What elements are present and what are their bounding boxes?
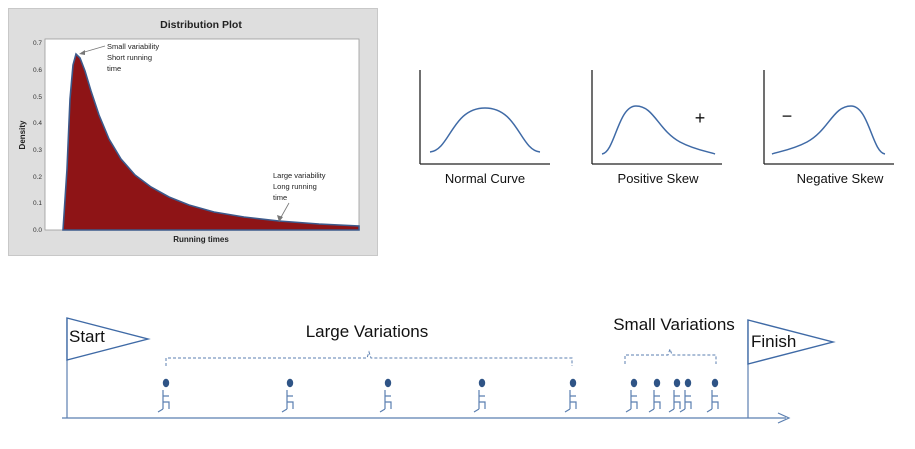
annotation-small-line2: Short running	[107, 53, 152, 62]
small-variations-label: Small Variations	[613, 315, 735, 334]
finish-flag: Finish	[747, 319, 836, 418]
annotation-small-line3: time	[107, 64, 121, 73]
plot-title: Distribution Plot	[160, 19, 242, 31]
y-tick-label: 0.7	[33, 40, 42, 47]
y-tick-label: 0.6	[33, 67, 42, 74]
y-tick-label: 0.5	[33, 94, 42, 101]
y-tick-label: 0.0	[33, 227, 42, 234]
runner-icon	[157, 378, 170, 413]
large-variations-brace: Large Variations	[165, 322, 573, 366]
finish-label: Finish	[751, 332, 796, 351]
negative-skew-chart: − Negative Skew	[763, 70, 894, 186]
y-tick-label: 0.4	[33, 120, 42, 127]
y-tick-label: 0.1	[33, 200, 42, 207]
runner-icon	[379, 378, 392, 413]
runner-icon	[648, 378, 661, 413]
runner-icon	[668, 378, 681, 413]
annotation-large-line2: Long running	[273, 182, 317, 191]
positive-skew-chart: + Positive Skew	[591, 70, 722, 186]
small-variations-brace: Small Variations	[613, 315, 735, 364]
distribution-plot-panel: Distribution Plot Density Running times …	[8, 8, 378, 256]
arrow-head-icon	[79, 50, 85, 55]
large-variations-label: Large Variations	[306, 322, 429, 341]
runner-icon	[706, 378, 719, 413]
plus-sign: +	[695, 108, 706, 128]
distribution-plot-svg: Distribution Plot Density Running times …	[18, 19, 360, 244]
runner-icon	[473, 378, 486, 413]
runner-icon	[625, 378, 638, 413]
minus-sign: −	[782, 106, 793, 126]
negative-skew-label: Negative Skew	[797, 171, 884, 186]
arrow-head-icon	[277, 215, 283, 222]
race-diagram: Start Finish Large Variations Small Vari…	[62, 315, 836, 424]
y-ticks: 0.7 0.6 0.5 0.4 0.3 0.2 0.1 0.0	[33, 40, 42, 234]
runner-icon	[679, 378, 692, 413]
annotation-small-line1: Small variability	[107, 42, 159, 51]
axis-arrow-icon	[777, 412, 791, 424]
y-tick-label: 0.3	[33, 147, 42, 154]
annotation-large-line3: time	[273, 193, 287, 202]
density-area	[62, 52, 360, 231]
runner-icon	[281, 378, 294, 413]
annotation-arrow	[279, 202, 290, 220]
skew-curves-diagram: Normal Curve + Positive Skew − Negative …	[419, 70, 894, 186]
start-label: Start	[69, 327, 105, 346]
runner-icon	[564, 378, 577, 413]
y-tick-label: 0.2	[33, 174, 42, 181]
y-axis-label: Density	[18, 120, 27, 149]
normal-curve-chart: Normal Curve	[419, 70, 550, 186]
x-axis-label: Running times	[173, 235, 229, 244]
normal-curve-label: Normal Curve	[445, 171, 525, 186]
start-flag: Start	[66, 317, 151, 418]
annotation-large-line1: Large variability	[273, 171, 326, 180]
positive-skew-label: Positive Skew	[618, 171, 700, 186]
